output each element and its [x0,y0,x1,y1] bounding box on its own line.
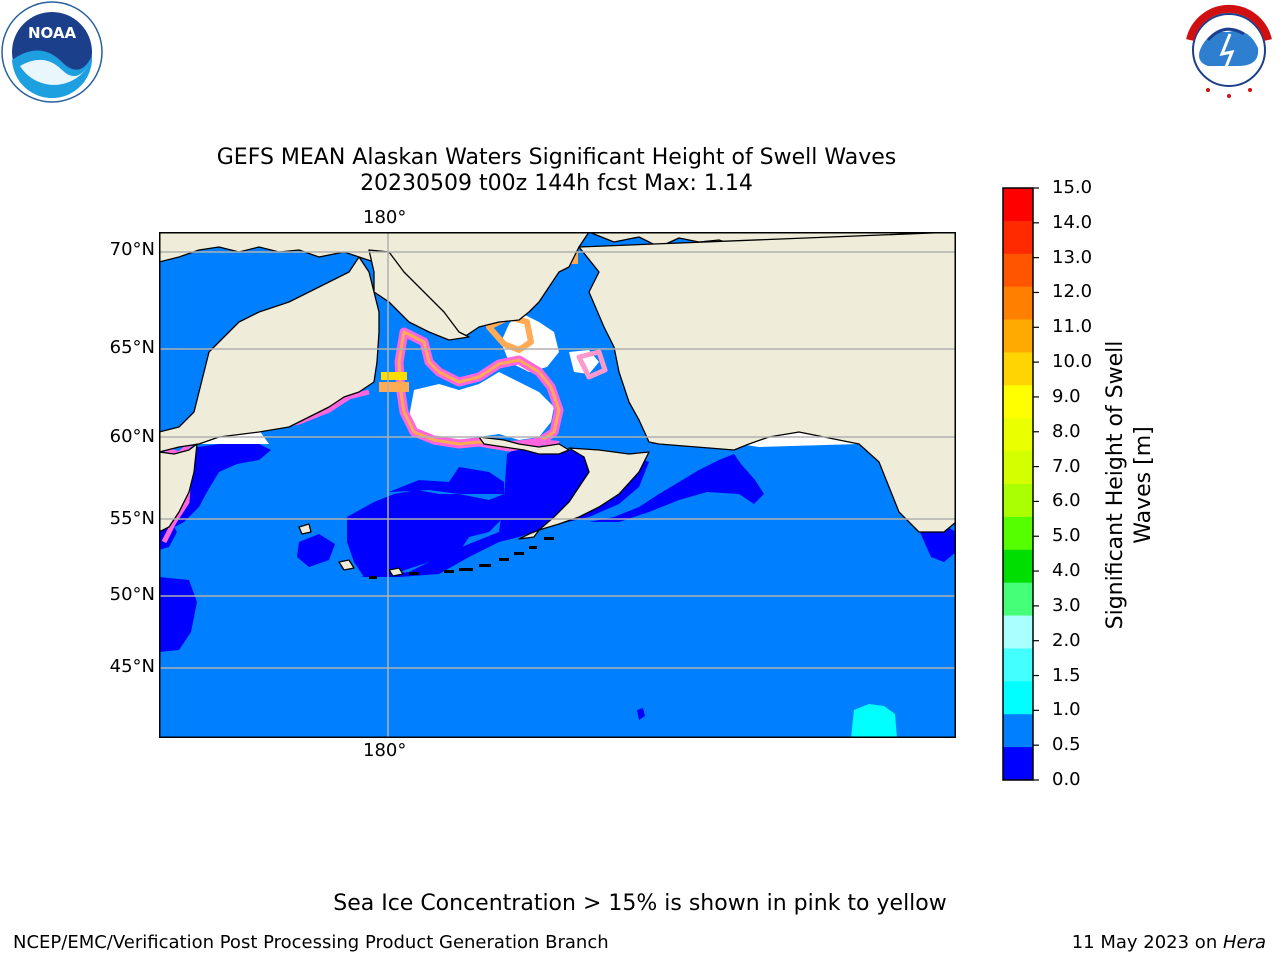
colorbar-tick-label: 11.0 [1052,316,1093,338]
colorbar-tick-label: 7.0 [1052,455,1081,477]
colorbar-segment [1003,418,1033,452]
lat-label-50: 50°N [109,584,155,605]
colorbar-tick-label: 15.0 [1052,177,1093,198]
colorbar-frame [1002,187,1034,781]
lon-label-bottom: 180° [363,740,407,761]
map-frame [159,232,956,738]
colorbar-segment [1003,253,1033,288]
aleutian-islands [369,537,554,579]
lat-label-55: 55°N [109,508,155,529]
colorbar-tick-label: 0.0 [1052,769,1081,790]
issue-date: 11 May 2023 on Hera [1072,932,1266,953]
nws-logo [1181,2,1277,98]
colorbar-tick-label: 13.0 [1052,246,1093,268]
colorbar-segment [1003,516,1033,551]
colorbar-segment [1003,319,1033,353]
issue-date-text: 11 May 2023 on [1071,932,1223,953]
colorbar-segment [1003,286,1033,321]
colorbar-tick-label: 8.0 [1052,420,1081,442]
colorbar-segment [1003,714,1033,748]
colorbar-tick-label: 14.0 [1052,211,1093,233]
colorbar-tick-label: 10.0 [1052,351,1093,373]
noaa-logo: NOAA [1,1,103,103]
colorbar-segment [1003,549,1033,584]
colorbar [1002,187,1039,781]
colorbar-segment [1003,681,1033,715]
noaa-logo-text: NOAA [28,24,77,42]
colorbar-tick-label: 0.5 [1052,734,1081,756]
chart-title: GEFS MEAN Alaskan Waters Significant Hei… [216,145,897,170]
moderate-swell-patch [851,704,897,738]
land-masses [159,232,956,577]
colorbar-title: Significant Height of Swell Waves [m] [1102,341,1158,630]
colorbar-tick-label: 9.0 [1052,385,1081,407]
lat-label-65: 65°N [109,337,155,358]
sea-ice-white [199,312,859,447]
chart-subtitle: 20230509 t00z 144h fcst Max: 1.14 [360,171,753,196]
colorbar-tick-label: 3.0 [1052,594,1081,616]
colorbar-segment [1003,615,1033,649]
colorbar-segment [1003,220,1033,255]
issue-host: Hera [1222,932,1266,953]
colorbar-segment [1003,747,1033,781]
colorbar-segment [1003,385,1033,419]
colorbar-segment [1003,484,1033,518]
colorbar-segment [1003,352,1033,386]
colorbar-tick-label: 1.5 [1052,664,1081,686]
colorbar-tick-label: 12.0 [1052,281,1093,303]
colorbar-title-line2: Waves [m] [1131,426,1156,544]
colorbar-tick-label: 4.0 [1052,560,1081,582]
colorbar-tick-label: 1.0 [1052,699,1081,721]
lat-label-45: 45°N [109,656,155,677]
sea-ice-note: Sea Ice Concentration > 15% is shown in … [333,891,947,916]
colorbar-tick-label: 5.0 [1052,525,1081,547]
colorbar-segment [1003,582,1033,617]
graticule [159,232,956,738]
colorbar-segment [1003,188,1033,222]
branch-credit: NCEP/EMC/Verification Post Processing Pr… [13,932,609,953]
colorbar-tick-label: 6.0 [1052,490,1081,512]
swell-height-map [159,232,956,738]
lon-label-top: 180° [363,207,407,228]
colorbar-segment [1003,648,1033,682]
colorbar-segment [1003,451,1033,485]
colorbar-title-line1: Significant Height of Swell [1103,340,1128,630]
lat-label-70: 70°N [109,239,155,260]
lat-label-60: 60°N [109,426,155,447]
colorbar-tick-label: 2.0 [1052,629,1081,651]
